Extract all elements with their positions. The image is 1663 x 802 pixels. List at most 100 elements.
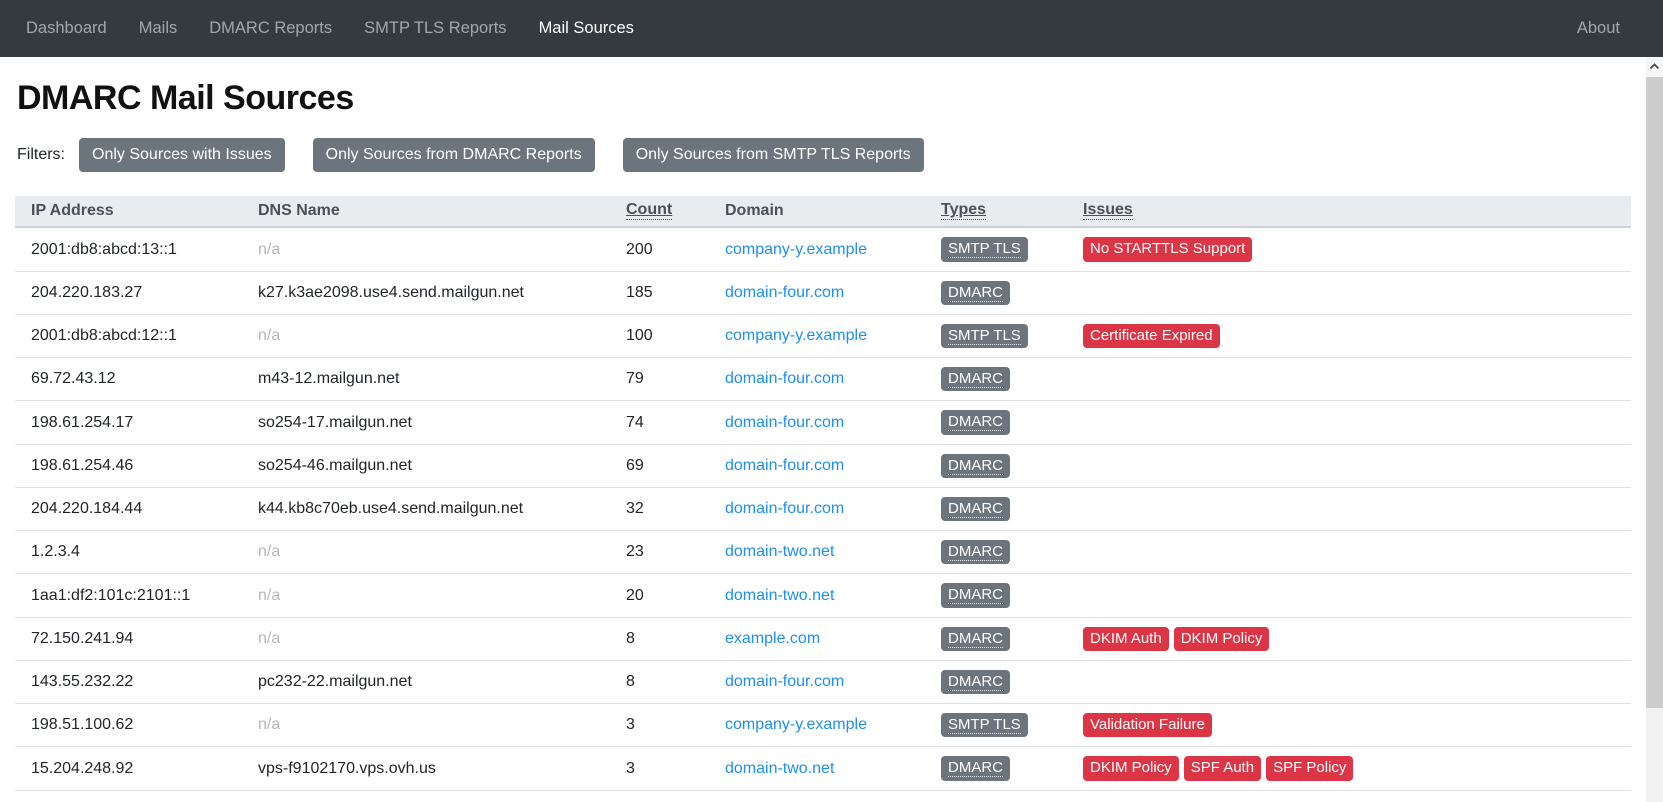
type-badge-label: DMARC — [948, 759, 1003, 778]
type-badge[interactable]: DMARC — [941, 669, 1010, 695]
count-cell: 74 — [610, 400, 709, 445]
type-badge[interactable]: DMARC — [941, 496, 1010, 522]
ip-address-cell: 2001:db8:abcd:12::1 — [15, 314, 242, 359]
domain-link[interactable]: domain-four.com — [725, 283, 845, 301]
types-cell: DMARC — [925, 444, 1067, 488]
dns-name-cell: n/a — [242, 617, 610, 661]
table-row: 15.204.248.92 vps-f9102170.vps.ovh.us 3 dom… — [15, 746, 1631, 791]
count-cell: 8 — [610, 660, 709, 705]
filter-buttons-group: Only Sources with Issues Only Sources fro… — [79, 138, 952, 172]
column-header-label[interactable]: Issues — [1083, 201, 1133, 221]
domain-link[interactable]: company-y.example — [725, 716, 867, 734]
domain-link[interactable]: domain-four.com — [725, 413, 845, 431]
type-badge-label: DMARC — [948, 672, 1003, 691]
type-badge[interactable]: DMARC — [941, 540, 1010, 565]
table-row: 1aa1:df2:101c:2101::1 n/a 20 domain-two.net… — [15, 573, 1631, 618]
nav-item-mails[interactable]: Mails — [138, 19, 178, 37]
types-cell: DMARC — [925, 746, 1067, 791]
issues-cell: DKIM Auth DKIM Policy — [1067, 617, 1631, 661]
count-cell: 20 — [610, 573, 709, 618]
nav-item-about[interactable]: About — [1576, 19, 1620, 37]
type-badge[interactable]: SMTP TLS — [941, 713, 1028, 738]
column-header-label: DNS Name — [258, 201, 340, 219]
domain-cell: domain-four.com — [709, 400, 925, 445]
column-header-dns-name: DNS Name — [242, 196, 610, 229]
nav-item-mail-sources[interactable]: Mail Sources — [538, 19, 634, 37]
top-navbar: Dashboard Mails DMARC Reports SMTP TLS Repo… — [0, 0, 1663, 57]
issue-badge: SPF Policy — [1266, 756, 1354, 781]
type-badge[interactable]: DMARC — [941, 626, 1010, 651]
dns-name-cell: vps-f9102170.vps.ovh.us — [242, 746, 610, 791]
types-cell: DMARC — [925, 530, 1067, 575]
type-badge[interactable]: DMARC — [941, 367, 1010, 392]
domain-link[interactable]: domain-two.net — [725, 586, 835, 604]
count-cell: 3 — [610, 746, 709, 791]
nav-item-dmarc-reports[interactable]: DMARC Reports — [209, 19, 333, 37]
filter-button-0[interactable]: Only Sources with Issues — [79, 138, 285, 172]
type-badge[interactable]: DMARC — [941, 583, 1010, 608]
nav-list: Dashboard Mails DMARC Reports SMTP TLS Repo… — [16, 11, 656, 46]
domain-cell: domain-two.net — [709, 746, 925, 791]
table-row: 2001:db8:abcd:12::1 n/a 100 company-y.examp… — [15, 314, 1631, 359]
column-header-count: Count — [610, 196, 709, 229]
domain-link[interactable]: domain-four.com — [725, 456, 845, 474]
types-cell: DMARC — [925, 660, 1067, 705]
issue-badge: No STARTTLS Support — [1083, 237, 1253, 262]
domain-link[interactable]: domain-four.com — [725, 370, 845, 388]
table-row: 72.150.241.94 n/a 8 example.com DMARC DKIM Au… — [15, 617, 1631, 661]
dns-name-cell: so254-46.mailgun.net — [242, 444, 610, 488]
type-badge[interactable]: DMARC — [941, 756, 1010, 781]
ip-address-cell: 204.220.184.44 — [15, 487, 242, 532]
ip-address-cell: 72.150.241.94 — [15, 617, 242, 661]
mail-sources-table: IP Address DNS Name Count Domain Types Issues… — [15, 196, 1631, 791]
domain-cell: domain-four.com — [709, 357, 925, 402]
dns-name-cell: m43-12.mailgun.net — [242, 357, 610, 402]
scroll-up-button[interactable] — [1646, 57, 1663, 77]
type-badge[interactable]: DMARC — [941, 280, 1010, 305]
dns-name-cell: so254-17.mailgun.net — [242, 400, 610, 445]
type-badge-label: DMARC — [948, 543, 1003, 562]
types-cell: SMTP TLS — [925, 227, 1067, 272]
issues-cell — [1067, 271, 1631, 315]
dns-name-cell: n/a — [242, 703, 610, 748]
domain-link[interactable]: domain-four.com — [725, 500, 845, 518]
column-header-label[interactable]: Types — [941, 201, 987, 221]
domain-link[interactable]: company-y.example — [725, 240, 867, 258]
type-badge-label: SMTP TLS — [948, 326, 1021, 345]
nav-item-dashboard[interactable]: Dashboard — [26, 19, 107, 37]
scrollbar-thumb[interactable] — [1646, 77, 1663, 708]
domain-link[interactable]: domain-two.net — [725, 543, 835, 561]
domain-cell: domain-four.com — [709, 271, 925, 315]
issues-cell: Certificate Expired — [1067, 314, 1631, 359]
filter-button-1[interactable]: Only Sources from DMARC Reports — [312, 138, 595, 172]
column-header-label: IP Address — [31, 201, 114, 219]
table-row: 69.72.43.12 m43-12.mailgun.net 79 domain-fo… — [15, 357, 1631, 402]
domain-link[interactable]: example.com — [725, 629, 821, 647]
filter-button-2[interactable]: Only Sources from SMTP TLS Reports — [622, 138, 924, 172]
domain-link[interactable]: domain-two.net — [725, 759, 835, 777]
type-badge[interactable]: DMARC — [941, 410, 1010, 435]
column-header-issues: Issues — [1067, 196, 1631, 229]
issues-cell — [1067, 573, 1631, 618]
nav-item-smtp-tls-reports[interactable]: SMTP TLS Reports — [364, 19, 507, 37]
dns-name-cell: n/a — [242, 314, 610, 359]
type-badge[interactable]: DMARC — [941, 453, 1010, 478]
domain-link[interactable]: company-y.example — [725, 327, 867, 345]
count-cell: 79 — [610, 357, 709, 402]
types-cell: DMARC — [925, 271, 1067, 315]
types-cell: DMARC — [925, 573, 1067, 618]
page-scrollbar[interactable] — [1646, 57, 1663, 802]
type-badge-label: DMARC — [948, 629, 1003, 648]
type-badge[interactable]: SMTP TLS — [941, 237, 1028, 262]
types-cell: DMARC — [925, 617, 1067, 661]
type-badge[interactable]: SMTP TLS — [941, 323, 1028, 349]
filters-label: Filters: — [17, 146, 65, 163]
count-cell: 23 — [610, 530, 709, 575]
domain-link[interactable]: domain-four.com — [725, 673, 845, 691]
type-badge-label: DMARC — [948, 413, 1003, 432]
column-header-label[interactable]: Count — [626, 201, 673, 221]
table-row: 1.2.3.4 n/a 23 domain-two.net DMARC — [15, 530, 1631, 575]
ip-address-cell: 1aa1:df2:101c:2101::1 — [15, 573, 242, 618]
ip-address-cell: 198.61.254.17 — [15, 400, 242, 445]
domain-cell: company-y.example — [709, 227, 925, 272]
